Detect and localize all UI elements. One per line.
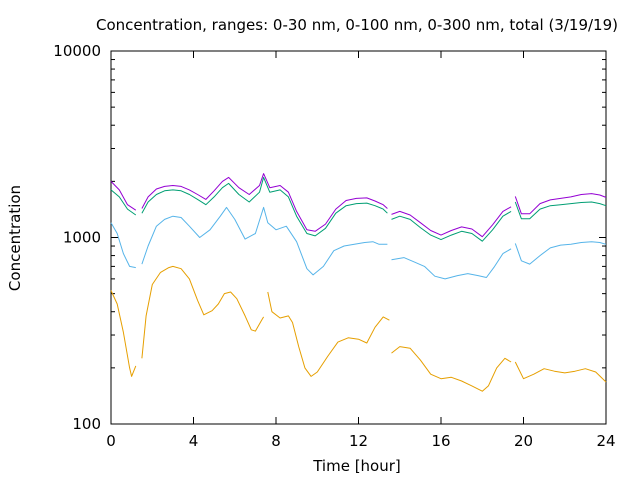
x-tick-label: 0 [106,432,116,450]
y-tick-label: 10000 [53,42,101,60]
series-0-segment-1 [141,265,265,359]
axis-ticks: 0 4 8 12 16 20 24 100 1000 10000 [53,42,615,450]
series-0-segment-2 [267,291,390,377]
series-0-segment-3 [391,346,512,392]
series-3-segment-1 [141,173,388,232]
series-2-segment-2 [391,210,512,242]
series-0-segment-0 [110,290,137,377]
series-2-segment-1 [141,176,388,237]
series-lines [110,173,607,392]
x-tick-label: 4 [189,432,199,450]
series-3-segment-3 [514,193,607,215]
x-tick-label: 20 [514,432,533,450]
series-1-segment-1 [141,206,388,276]
series-1-segment-2 [391,248,512,280]
series-3-segment-2 [391,206,512,238]
series-1-segment-3 [514,241,607,265]
series-0-segment-4 [514,361,607,383]
y-tick-label: 100 [72,415,101,433]
x-axis-label: Time [hour] [312,457,401,475]
y-tick-label: 1000 [63,229,101,247]
series-1-segment-0 [110,222,136,269]
y-axis-label: Concentration [6,185,24,291]
series-2-segment-0 [110,189,137,216]
series-2-segment-3 [514,201,607,220]
chart-title: Concentration, ranges: 0-30 nm, 0-100 nm… [96,16,618,34]
x-tick-label: 8 [271,432,281,450]
x-tick-label: 24 [596,432,615,450]
x-tick-label: 16 [431,432,450,450]
series-3-segment-0 [110,181,137,211]
plot-frame [110,50,607,425]
x-tick-label: 12 [349,432,368,450]
